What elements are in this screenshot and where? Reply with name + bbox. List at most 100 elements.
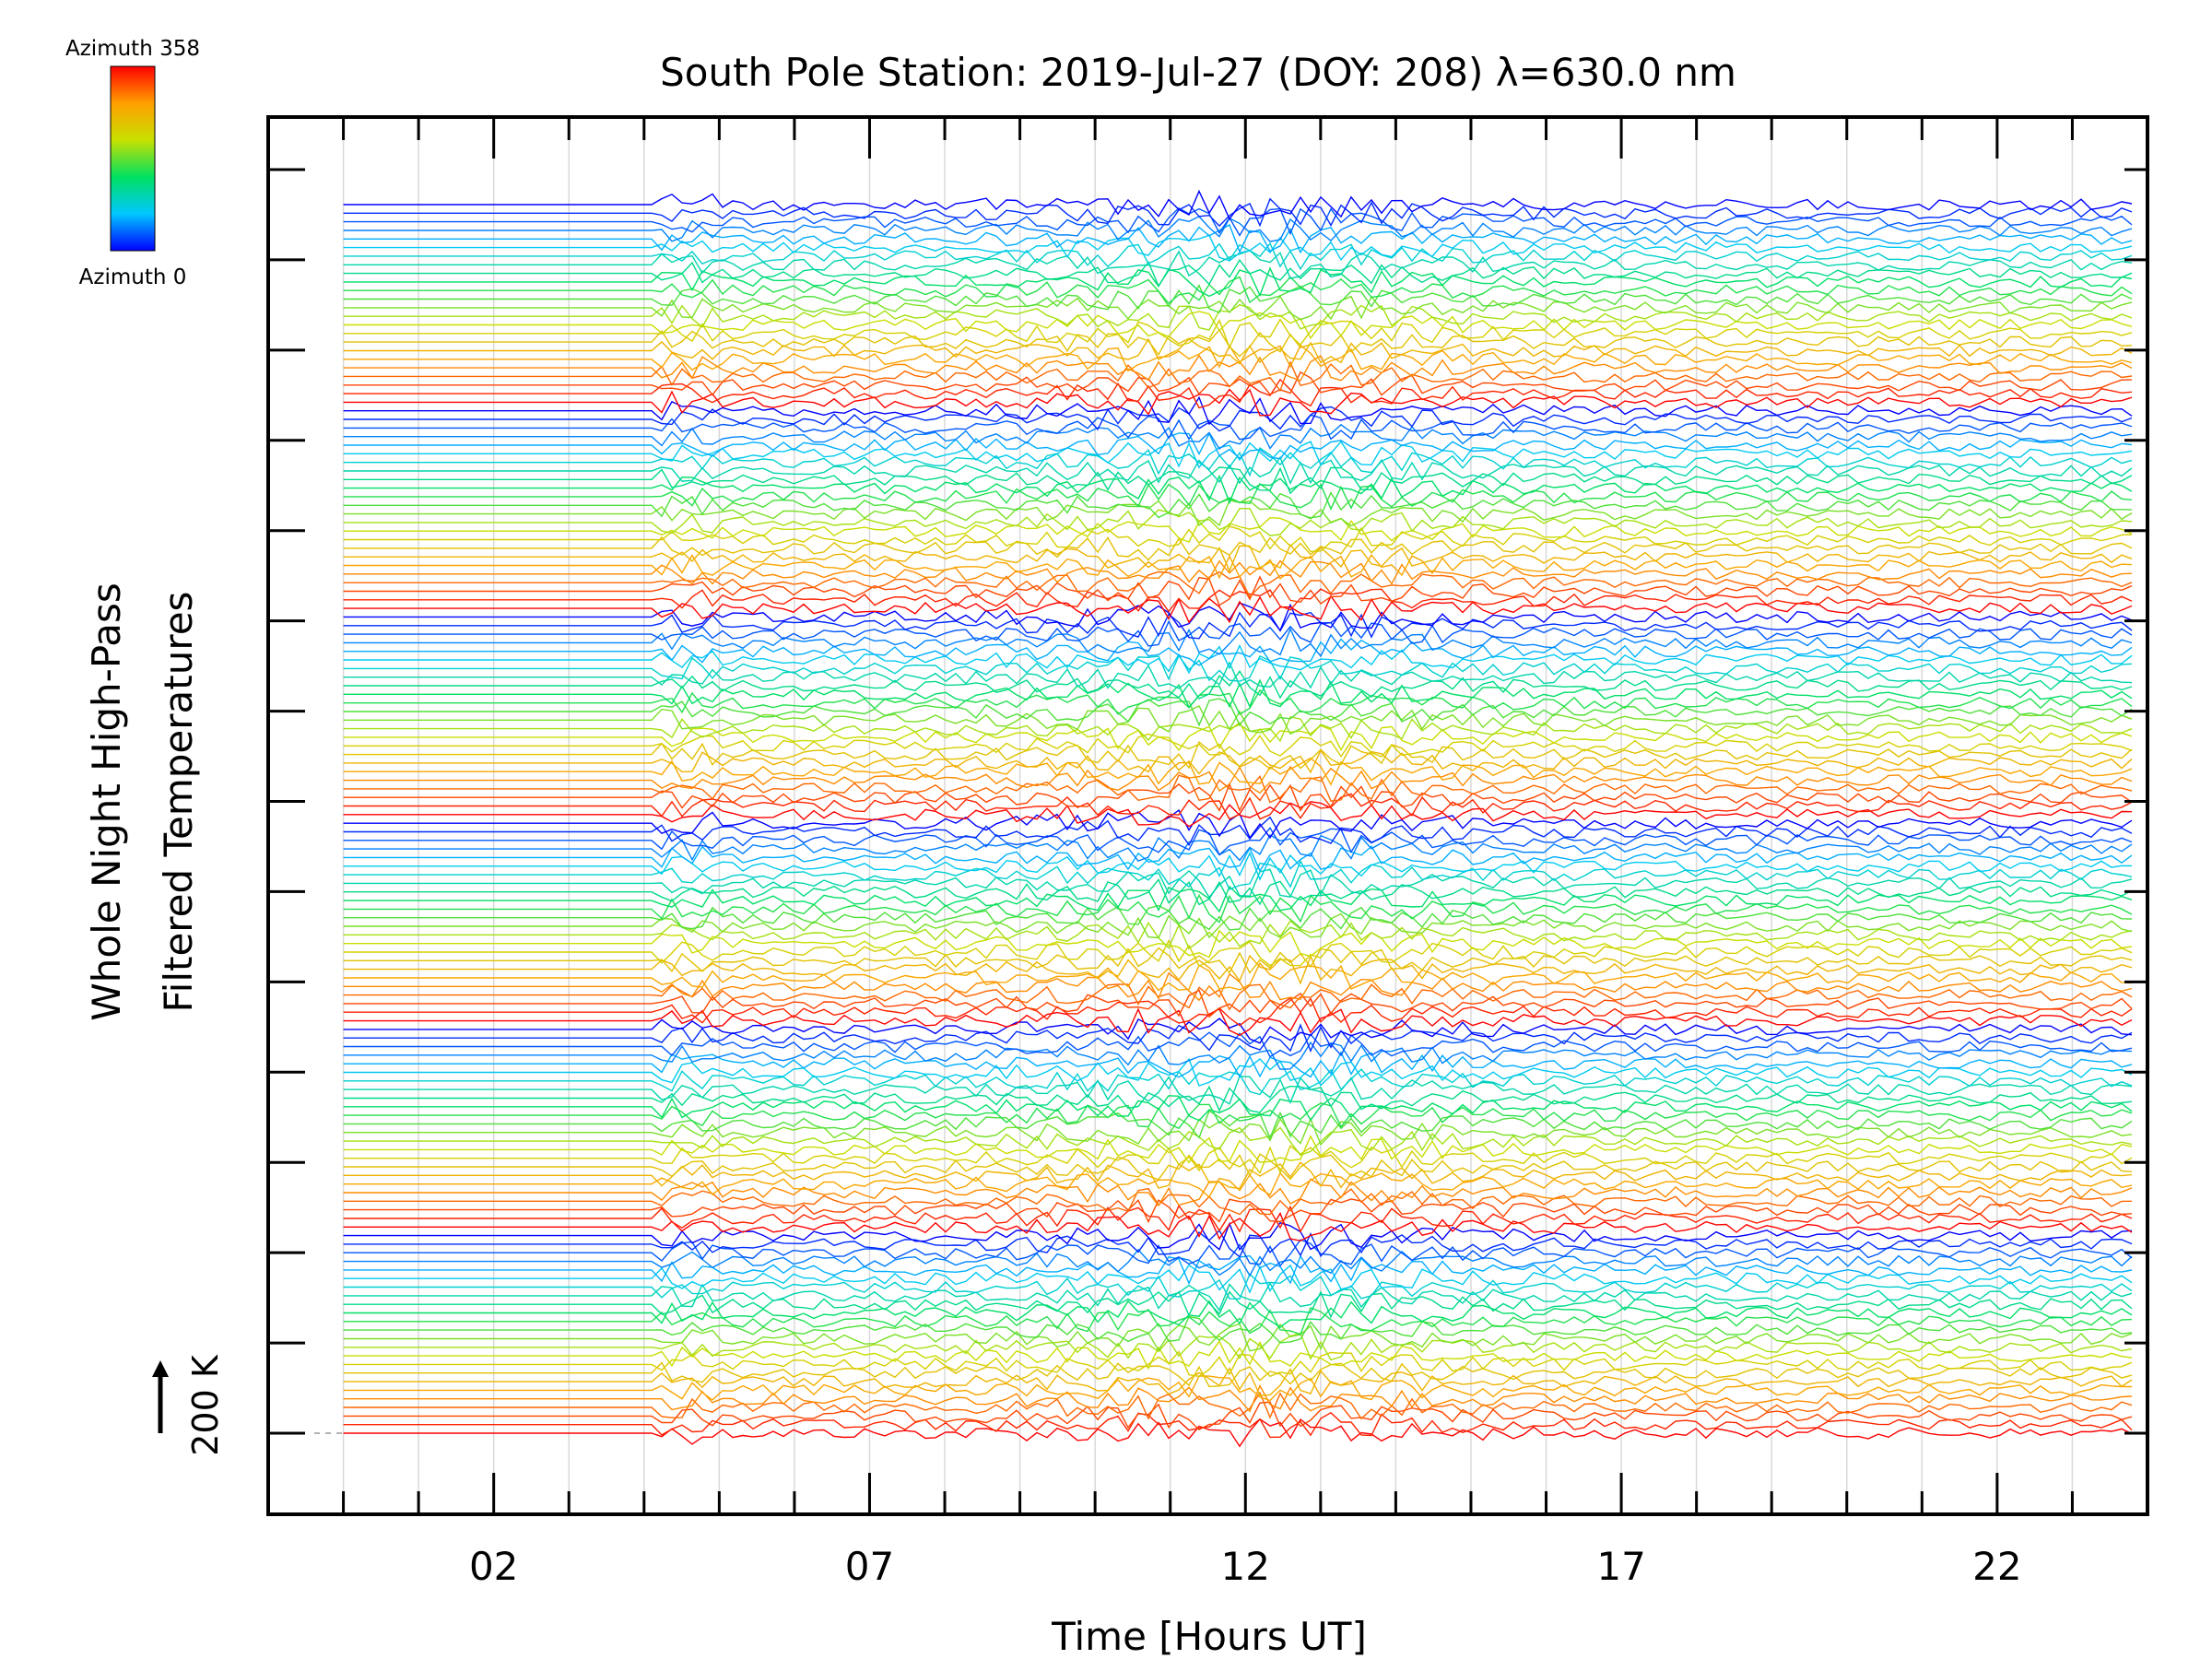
- series-line: [343, 983, 2133, 1011]
- series-line: [343, 1375, 2132, 1402]
- series-line: [343, 602, 2133, 632]
- series-line: [343, 525, 2133, 553]
- series-line: [343, 1350, 2133, 1378]
- series-line: [343, 441, 2133, 469]
- series-line: [343, 1135, 2133, 1164]
- series-line: [343, 1307, 2133, 1335]
- scale-label: 200 K: [185, 1354, 226, 1456]
- series-line: [343, 1418, 2133, 1448]
- x-tick-label: 12: [1221, 1544, 1270, 1589]
- series-line: [343, 912, 2133, 939]
- series-line: [343, 782, 2133, 813]
- series-line: [343, 1300, 2133, 1328]
- series-line: [343, 1161, 2133, 1190]
- series-line: [343, 793, 2133, 820]
- x-tick-label: 07: [845, 1544, 894, 1589]
- colorbar: [110, 65, 156, 252]
- series-line: [343, 189, 2133, 220]
- series-line: [343, 224, 2133, 254]
- series-line: [343, 516, 2133, 543]
- chart-title: South Pole Station: 2019-Jul-27 (DOY: 20…: [660, 50, 1736, 95]
- x-tick-label: 17: [1596, 1544, 1645, 1589]
- series-line: [343, 337, 2133, 365]
- x-tick-labels: 02 07 12 17 22: [469, 1544, 2022, 1589]
- series-line: [343, 643, 2133, 675]
- series-line: [343, 670, 2133, 700]
- series-line: [343, 543, 2133, 573]
- x-tick-label: 22: [1972, 1544, 2021, 1589]
- series-line: [343, 774, 2133, 804]
- series-line: [343, 1057, 2133, 1087]
- series-line: [343, 1153, 2133, 1181]
- series-line: [343, 851, 2133, 881]
- series-group: [343, 189, 2133, 1448]
- series-line: [343, 996, 2133, 1027]
- series-line: [343, 197, 2133, 228]
- series-line: [343, 893, 2133, 924]
- series-line: [343, 827, 2133, 856]
- series-line: [343, 1229, 2133, 1258]
- series-line: [343, 1117, 2133, 1146]
- series-line: [343, 241, 2133, 271]
- series-line: [343, 939, 2133, 968]
- series-line: [343, 1051, 2133, 1078]
- series-line: [343, 318, 2133, 349]
- plot-frame: [266, 115, 2149, 1516]
- series-line: [343, 721, 2133, 752]
- series-line: [343, 594, 2133, 624]
- series-line: [343, 303, 2133, 331]
- series-line: [343, 1315, 2133, 1344]
- series-line: [343, 920, 2133, 950]
- series-line: [343, 482, 2133, 511]
- series-line: [343, 611, 2133, 640]
- series-line: [343, 455, 2133, 486]
- series-line: [343, 859, 2133, 890]
- series-line: [343, 1339, 2133, 1371]
- series-line: [343, 311, 2133, 340]
- y-axis-label: Whole Night High-Pass Filtered Temperatu…: [84, 582, 201, 1021]
- series-line: [343, 808, 2133, 840]
- series-line: [343, 845, 2133, 873]
- series-line: [343, 961, 2133, 992]
- y-axis-label-line-2: Filtered Temperatures: [156, 592, 201, 1013]
- series-line: [343, 414, 2133, 441]
- series-line: [343, 466, 2133, 495]
- series-line: [343, 354, 2133, 382]
- series-line: [343, 575, 2133, 606]
- series-line: [343, 885, 2133, 913]
- series-line: [343, 661, 2133, 689]
- series-line: [343, 1085, 2133, 1113]
- series-line: [343, 1290, 2133, 1319]
- series-line: [343, 1095, 2133, 1122]
- series-line: [343, 834, 2133, 862]
- series-line: [343, 406, 2133, 432]
- series-line: [343, 499, 2133, 527]
- series-line: [343, 234, 2133, 262]
- series-line: [343, 627, 2133, 658]
- axes: [266, 115, 2149, 1516]
- series-line: [343, 1361, 2133, 1388]
- series-line: [343, 904, 2133, 931]
- series-line: [343, 559, 2133, 585]
- series-line: [343, 1187, 2133, 1216]
- series-line: [343, 619, 2133, 647]
- series-line: [343, 801, 2133, 828]
- x-axis-label: Time [Hours UT]: [1051, 1614, 1367, 1659]
- series-line: [343, 1023, 2133, 1053]
- colorbar-top-label: Azimuth 358: [65, 37, 200, 61]
- series-line: [343, 1401, 2133, 1431]
- series-line: [343, 388, 2133, 417]
- colorbar-bottom-label: Azimuth 0: [79, 265, 187, 289]
- series-line: [343, 868, 2133, 899]
- series-line: [343, 740, 2133, 771]
- series-line: [343, 360, 2133, 393]
- series-line: [343, 508, 2133, 536]
- series-line: [343, 207, 2133, 237]
- series-line: [343, 971, 2133, 1002]
- series-line: [343, 1031, 2133, 1058]
- series-line: [343, 1007, 2133, 1037]
- series-line: [343, 989, 2133, 1018]
- series-line: [343, 765, 2133, 794]
- x-tick-label: 02: [469, 1544, 518, 1589]
